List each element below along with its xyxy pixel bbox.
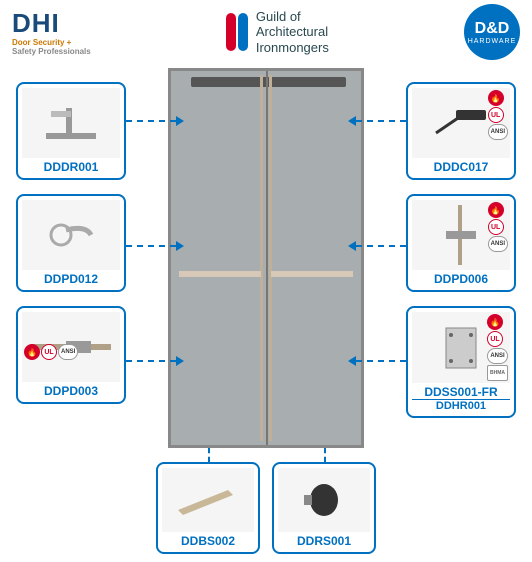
card-ddbs002: DDBS002 xyxy=(156,462,260,554)
card-label: DDRS001 xyxy=(297,532,351,548)
arrow-1 xyxy=(176,241,184,251)
connector-1 xyxy=(126,245,176,247)
product-icon xyxy=(22,88,120,158)
card-ddpd012: DDPD012 xyxy=(16,194,126,292)
badges: 🔥ULANSIBHMA xyxy=(487,314,508,381)
product-icon: 🔥ULANSIBHMA xyxy=(412,312,510,383)
card-ddrs001: DDRS001 xyxy=(272,462,376,554)
v-connector-1 xyxy=(324,448,326,462)
connector-2 xyxy=(126,360,176,362)
dd-sub: HARDWARE xyxy=(468,38,517,45)
guild-bar-2 xyxy=(238,13,248,51)
arrow-2 xyxy=(176,356,184,366)
push-bar-right xyxy=(271,271,353,277)
fire-icon: 🔥 xyxy=(488,90,504,106)
card-label: DDPD003 xyxy=(44,382,98,398)
dd-logo: D&D HARDWARE xyxy=(464,4,520,60)
badges: 🔥ULANSI xyxy=(24,344,118,360)
dhi-logo: DHI Door Security + Safety Professionals xyxy=(12,8,91,57)
card-label: DDSS001-FR xyxy=(424,383,497,399)
vertical-rod-right xyxy=(269,75,272,441)
connector-5 xyxy=(356,360,406,362)
guild-bars xyxy=(226,13,248,51)
fire-icon: 🔥 xyxy=(487,314,503,330)
guild-line3: Ironmongers xyxy=(256,40,329,56)
product-icon xyxy=(22,200,120,270)
arrow-5 xyxy=(348,356,356,366)
fire-icon: 🔥 xyxy=(24,344,40,360)
fire-icon: 🔥 xyxy=(488,202,504,218)
arrow-3 xyxy=(348,116,356,126)
ul-icon: UL xyxy=(487,331,503,347)
dd-main: D&D xyxy=(475,20,510,38)
guild-text: Guild of Architectural Ironmongers xyxy=(256,9,329,56)
card-label2: DDHR001 xyxy=(412,399,510,412)
arrow-0 xyxy=(176,116,184,126)
badges: 🔥ULANSI xyxy=(488,90,508,140)
card-ddpd003: 🔥ULANSI DDPD003 xyxy=(16,306,126,404)
card-label: DDDR001 xyxy=(44,158,99,174)
card-label: DDPD012 xyxy=(44,270,98,286)
arrow-4 xyxy=(348,241,356,251)
vertical-rod-left xyxy=(260,75,263,441)
guild-bar-1 xyxy=(226,13,236,51)
dhi-sub2: Safety Professionals xyxy=(12,47,91,56)
card-ddss001: 🔥ULANSIBHMA DDSS001-FRDDHR001 xyxy=(406,306,516,418)
ul-icon: UL xyxy=(488,219,504,235)
ansi-icon: ANSI xyxy=(488,236,508,252)
product-icon: 🔥ULANSI xyxy=(22,312,120,382)
connector-4 xyxy=(356,245,406,247)
product-icon: 🔥ULANSI xyxy=(412,200,510,270)
bhma-icon: BHMA xyxy=(487,365,508,381)
product-icon xyxy=(162,468,254,532)
card-ddpd006: 🔥ULANSI DDPD006 xyxy=(406,194,516,292)
badges: 🔥ULANSI xyxy=(488,202,508,252)
door-split xyxy=(266,71,268,445)
guild-logo: Guild of Architectural Ironmongers xyxy=(226,9,329,56)
push-bar-left xyxy=(179,271,261,277)
v-connector-0 xyxy=(208,448,210,462)
product-icon xyxy=(278,468,370,532)
card-dddc017: 🔥ULANSI DDDC017 xyxy=(406,82,516,180)
card-dddr001: DDDR001 xyxy=(16,82,126,180)
ul-icon: UL xyxy=(41,344,57,360)
card-label: DDDC017 xyxy=(434,158,489,174)
card-label: DDPD006 xyxy=(434,270,488,286)
ansi-icon: ANSI xyxy=(488,124,508,140)
dhi-sub1: Door Security + xyxy=(12,39,91,48)
connector-0 xyxy=(126,120,176,122)
ul-icon: UL xyxy=(488,107,504,123)
card-label: DDBS002 xyxy=(181,532,235,548)
product-icon: 🔥ULANSI xyxy=(412,88,510,158)
ansi-icon: ANSI xyxy=(58,344,78,360)
guild-line2: Architectural xyxy=(256,24,329,40)
door-diagram xyxy=(168,68,364,448)
ansi-icon: ANSI xyxy=(487,348,508,364)
guild-line1: Guild of xyxy=(256,9,329,25)
connector-3 xyxy=(356,120,406,122)
header: DHI Door Security + Safety Professionals… xyxy=(0,0,532,64)
dhi-main-text: DHI xyxy=(12,8,91,39)
